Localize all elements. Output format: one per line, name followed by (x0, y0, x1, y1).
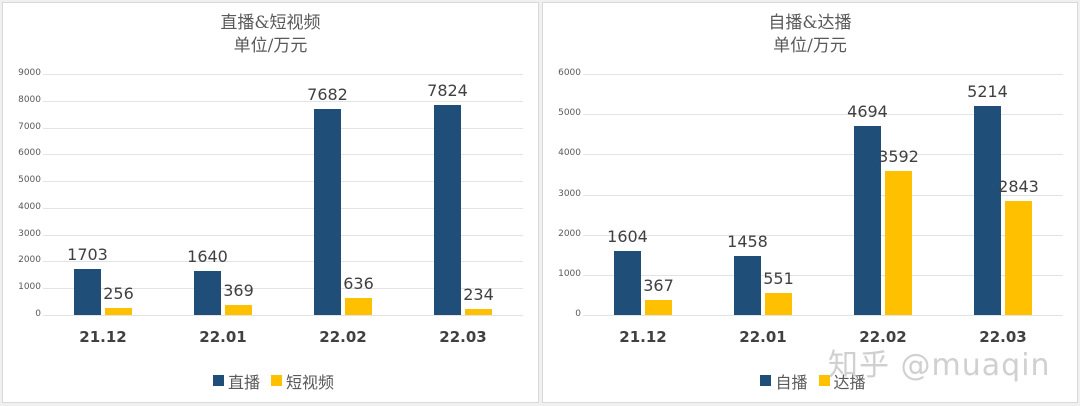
legend: 直播 短视频 (3, 369, 538, 393)
gridline (583, 154, 1063, 156)
x-tick-label: 22.02 (319, 328, 367, 346)
bar-secondary (1005, 200, 1032, 315)
legend-label: 自播 (775, 373, 808, 392)
bar-primary (434, 105, 461, 315)
bar-primary (74, 269, 101, 315)
gridline (43, 181, 523, 183)
bar-secondary (225, 305, 252, 315)
watermark: 知乎 @muaqin (828, 348, 1051, 383)
bar-primary (854, 126, 881, 315)
y-tick-label: 3000 (18, 228, 41, 239)
gridline (43, 261, 523, 263)
chart-title: 自播&达播 (768, 13, 852, 33)
gridline (583, 315, 1063, 316)
y-tick-label: 4000 (558, 148, 581, 159)
y-tick-label: 8000 (18, 94, 41, 105)
x-tick-label: 21.12 (619, 328, 667, 346)
data-label: 4694 (847, 102, 888, 122)
data-label: 551 (763, 268, 794, 288)
legend: 自播 达播 (543, 369, 1077, 393)
bar-secondary (765, 292, 792, 315)
legend-label: 直播 (227, 373, 260, 392)
y-tick-label: 6000 (558, 68, 581, 78)
gridline (583, 74, 1063, 75)
bar-primary (194, 271, 221, 315)
y-tick-label: 0 (35, 309, 41, 319)
y-tick-label: 9000 (18, 68, 41, 78)
data-label: 7824 (427, 81, 468, 101)
y-tick-label: 6000 (18, 148, 41, 159)
chart-panel-self-vs-influencer: 自播&达播 单位/万元 自播 达播 0 1000 2000 3000 4000 5000 6… (542, 2, 1078, 403)
data-label: 256 (103, 284, 134, 304)
y-tick-label: 1000 (558, 268, 581, 279)
gridline (583, 194, 1063, 196)
data-label: 2843 (998, 176, 1039, 196)
gridline (583, 114, 1063, 116)
gridline (583, 234, 1063, 236)
data-label: 7682 (307, 85, 348, 105)
data-label: 369 (223, 281, 254, 301)
legend-label: 达播 (833, 373, 866, 392)
y-tick-label: 5000 (558, 108, 581, 119)
bar-primary (734, 256, 761, 315)
legend-swatch-live (212, 374, 224, 386)
data-label: 1458 (727, 232, 768, 252)
data-label: 367 (643, 276, 674, 296)
gridline (43, 100, 523, 102)
x-tick-label: 22.03 (439, 328, 487, 346)
bar-secondary (105, 308, 132, 315)
y-tick-label: 2000 (558, 228, 581, 239)
y-tick-label: 4000 (18, 201, 41, 212)
y-tick-label: 0 (575, 309, 581, 319)
bar-secondary (645, 300, 672, 315)
data-label: 1640 (187, 247, 228, 267)
legend-label: 短视频 (286, 373, 335, 392)
y-tick-label: 7000 (18, 121, 41, 132)
data-label: 234 (463, 284, 494, 304)
y-tick-label: 3000 (558, 188, 581, 199)
gridline (583, 274, 1063, 276)
data-label: 3592 (878, 146, 919, 166)
legend-swatch-influencer (818, 374, 830, 386)
chart-title: 直播&短视频 (220, 13, 321, 33)
gridline (43, 127, 523, 129)
x-tick-label: 22.02 (859, 328, 907, 346)
gridline (43, 288, 523, 290)
data-label: 5214 (967, 81, 1008, 101)
bar-secondary (465, 308, 492, 315)
gridline (43, 74, 523, 75)
gridline (43, 234, 523, 236)
gridline (43, 207, 523, 209)
x-tick-label: 22.01 (739, 328, 787, 346)
chart-subtitle: 单位/万元 (773, 36, 847, 56)
bar-primary (974, 105, 1001, 315)
x-tick-label: 22.01 (199, 328, 247, 346)
x-tick-label: 22.03 (979, 328, 1027, 346)
y-tick-label: 5000 (18, 175, 41, 186)
bar-secondary (345, 297, 372, 315)
x-tick-label: 21.12 (79, 328, 127, 346)
bar-primary (314, 109, 341, 315)
bar-secondary (885, 170, 912, 315)
chart-subtitle: 单位/万元 (233, 36, 308, 56)
legend-swatch-self (760, 374, 772, 386)
y-tick-label: 2000 (18, 255, 41, 266)
data-label: 636 (343, 273, 374, 293)
data-label: 1604 (607, 226, 648, 246)
legend-swatch-short-video (271, 374, 283, 386)
gridline (43, 315, 523, 316)
chart-panel-live-vs-short-video: 直播&短视频 单位/万元 直播 短视频 0 1000 2000 3000 4000 500… (2, 2, 539, 403)
data-label: 1703 (67, 245, 108, 265)
y-tick-label: 1000 (18, 282, 41, 293)
gridline (43, 154, 523, 156)
bar-primary (614, 250, 641, 315)
